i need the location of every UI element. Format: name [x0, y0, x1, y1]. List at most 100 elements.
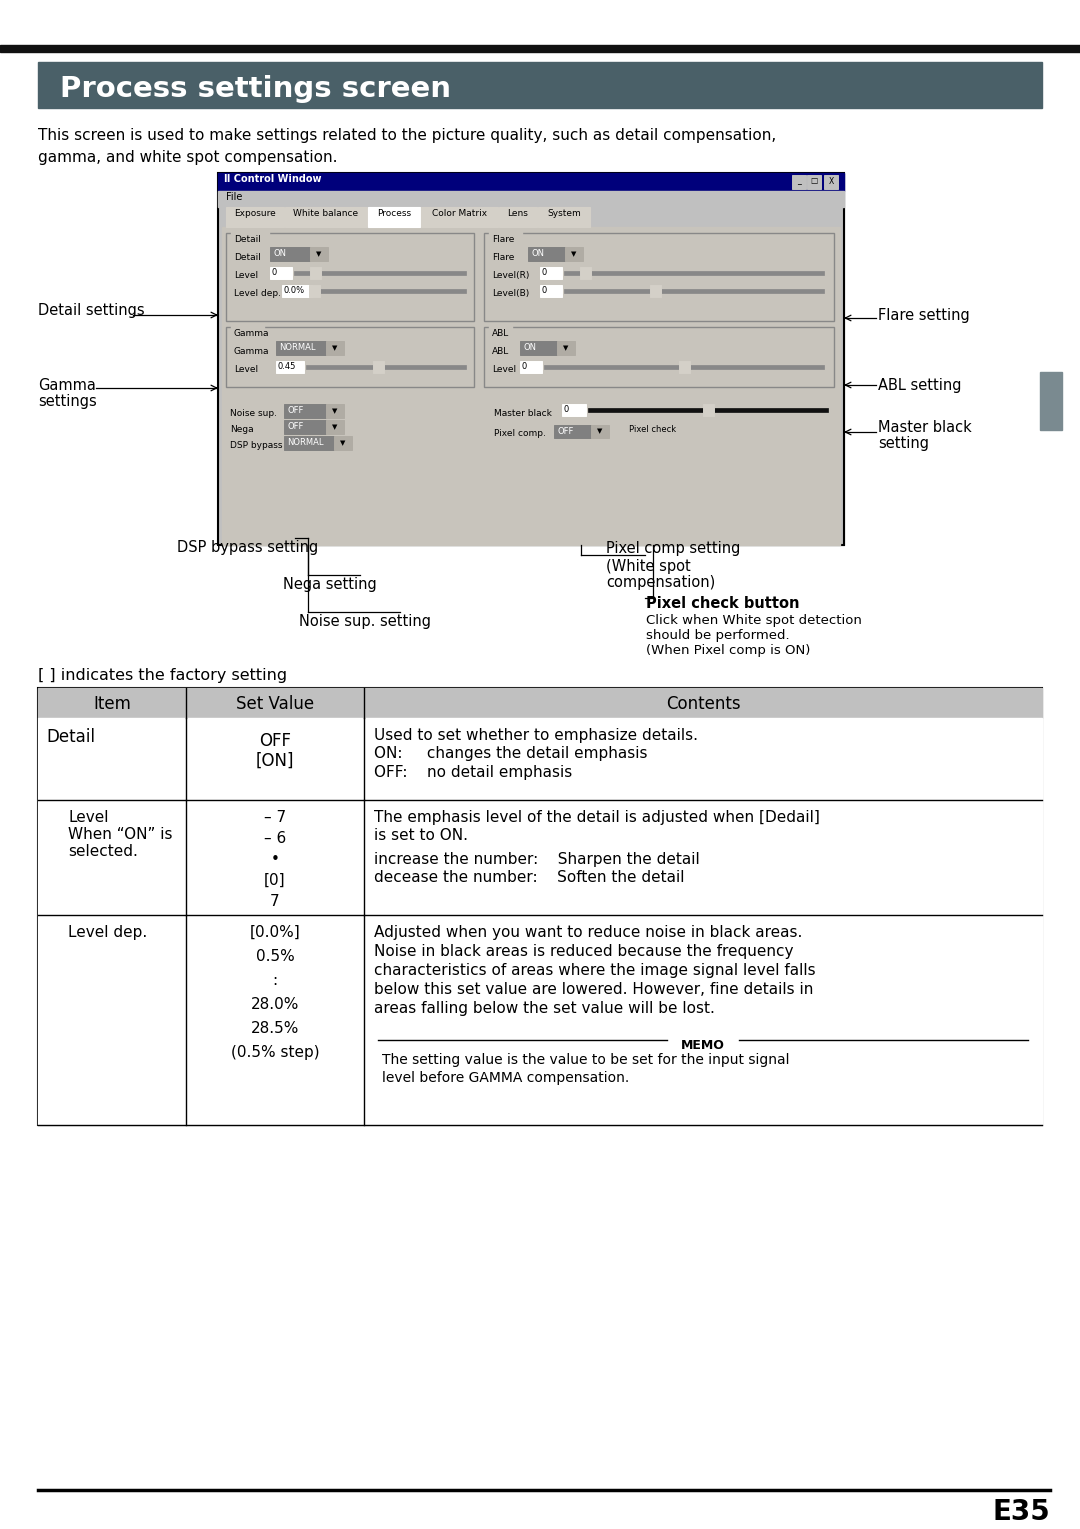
Bar: [489, 231, 522, 242]
Bar: [334, 436, 352, 450]
Bar: [276, 341, 326, 355]
Text: Detail: Detail: [46, 728, 95, 746]
Text: setting: setting: [878, 436, 929, 451]
Bar: [528, 248, 565, 261]
Bar: [310, 248, 328, 261]
Bar: [807, 174, 821, 190]
Bar: [824, 174, 838, 190]
Text: This screen is used to make settings related to the picture quality, such as det: This screen is used to make settings rel…: [38, 128, 777, 144]
Text: OFF:    no detail emphasis: OFF: no detail emphasis: [374, 764, 572, 780]
Text: OFF: OFF: [557, 427, 573, 436]
Bar: [284, 436, 334, 450]
Bar: [38, 914, 1042, 1125]
Text: File: File: [226, 193, 242, 202]
Text: – 7: – 7: [264, 810, 286, 826]
Text: Gamma: Gamma: [234, 347, 270, 356]
Text: Detail settings: Detail settings: [38, 303, 145, 318]
Text: Level(B): Level(B): [492, 289, 529, 298]
Text: 0: 0: [564, 405, 569, 414]
Text: OFF: OFF: [287, 407, 303, 414]
Text: Detail: Detail: [234, 235, 261, 245]
Bar: [38, 688, 1042, 1125]
Text: below this set value are lowered. However, fine details in: below this set value are lowered. Howeve…: [374, 982, 813, 997]
Text: settings: settings: [38, 394, 97, 408]
Text: Gamma: Gamma: [234, 329, 270, 338]
Text: NORMAL: NORMAL: [279, 342, 315, 352]
Text: areas falling below the set value will be lost.: areas falling below the set value will b…: [374, 1001, 715, 1015]
Text: [ ] indicates the factory setting: [ ] indicates the factory setting: [38, 668, 287, 683]
Bar: [310, 268, 321, 278]
Text: ▼: ▼: [333, 346, 338, 352]
Text: is set to ON.: is set to ON.: [374, 829, 468, 842]
Text: Noise in black areas is reduced because the frequency: Noise in black areas is reduced because …: [374, 943, 794, 959]
Bar: [226, 232, 474, 321]
Bar: [314, 289, 465, 294]
Text: (0.5% step): (0.5% step): [231, 1044, 320, 1060]
Bar: [562, 404, 586, 416]
Bar: [484, 327, 834, 387]
Text: Level: Level: [492, 365, 516, 375]
Text: Ⅱ Control Window: Ⅱ Control Window: [224, 174, 322, 183]
Text: Level: Level: [234, 271, 258, 280]
Text: Level dep.: Level dep.: [68, 925, 147, 940]
Text: System: System: [548, 209, 581, 219]
Bar: [38, 800, 1042, 914]
Text: Level(R): Level(R): [492, 271, 529, 280]
Bar: [270, 248, 310, 261]
Text: •: •: [271, 852, 280, 867]
Text: □: □: [810, 176, 818, 185]
Text: When “ON” is: When “ON” is: [68, 827, 173, 842]
Text: ▼: ▼: [571, 251, 577, 257]
Bar: [218, 191, 843, 206]
Text: Gamma: Gamma: [38, 378, 96, 393]
Text: ▼: ▼: [597, 428, 603, 434]
Text: Process settings screen: Process settings screen: [60, 75, 451, 102]
Text: 28.5%: 28.5%: [251, 1021, 299, 1037]
Text: increase the number:    Sharpen the detail: increase the number: Sharpen the detail: [374, 852, 700, 867]
Text: Flare setting: Flare setting: [878, 307, 970, 323]
Text: Item: Item: [93, 696, 131, 713]
Bar: [540, 268, 562, 278]
Text: should be performed.: should be performed.: [646, 628, 789, 642]
Text: ON: ON: [273, 249, 286, 258]
Text: ▼: ▼: [564, 346, 569, 352]
Bar: [540, 284, 562, 297]
Bar: [703, 404, 714, 416]
Bar: [226, 206, 284, 226]
Text: Level: Level: [234, 365, 258, 375]
Text: Noise sup. setting: Noise sup. setting: [299, 615, 431, 628]
Text: Master black: Master black: [494, 408, 552, 417]
Text: Color Matrix: Color Matrix: [432, 209, 487, 219]
Text: 0.0%: 0.0%: [284, 286, 306, 295]
Bar: [484, 232, 834, 321]
Text: ▼: ▼: [340, 440, 346, 446]
Text: 0: 0: [542, 268, 548, 277]
Text: OFF: OFF: [287, 422, 303, 431]
Bar: [276, 361, 303, 373]
Text: compensation): compensation): [606, 575, 715, 590]
Bar: [554, 425, 591, 437]
Text: DSP bypass setting: DSP bypass setting: [177, 540, 319, 555]
Bar: [538, 206, 590, 226]
Text: Process: Process: [377, 209, 411, 219]
Bar: [372, 1027, 1034, 1109]
Bar: [231, 326, 264, 335]
Text: Detail: Detail: [234, 252, 261, 261]
Bar: [218, 173, 843, 544]
Bar: [38, 63, 1042, 109]
Text: ▼: ▼: [316, 251, 322, 257]
Text: level before GAMMA compensation.: level before GAMMA compensation.: [382, 1070, 630, 1086]
Text: gamma, and white spot compensation.: gamma, and white spot compensation.: [38, 150, 337, 165]
Text: (When Pixel comp is ON): (When Pixel comp is ON): [646, 644, 810, 657]
Bar: [218, 173, 843, 191]
Text: Exposure: Exposure: [234, 209, 275, 219]
Text: Used to set whether to emphasize details.: Used to set whether to emphasize details…: [374, 728, 698, 743]
Bar: [38, 719, 1042, 800]
Text: :: :: [272, 972, 278, 988]
Text: (White spot: (White spot: [606, 560, 691, 573]
Text: Nega setting: Nega setting: [283, 576, 377, 592]
Text: Flare: Flare: [492, 235, 514, 245]
Text: E35: E35: [993, 1498, 1050, 1526]
Text: ▼: ▼: [333, 424, 338, 430]
Text: ABL: ABL: [492, 347, 510, 356]
